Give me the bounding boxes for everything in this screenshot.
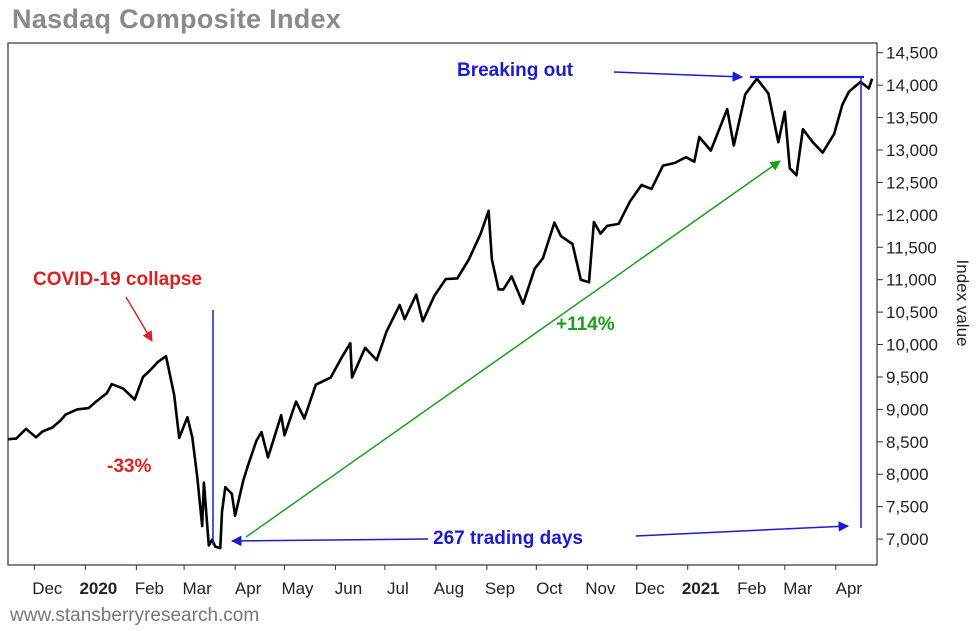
y-tick-label: 7,500 (886, 498, 929, 517)
annotations: COVID-19 collapse -33% +114% Breaking ou… (33, 60, 864, 549)
y-tick-label: 11,000 (886, 271, 937, 290)
y-tick-label: 13,000 (886, 141, 938, 160)
x-tick-label: Apr (836, 579, 863, 598)
y-tick-label: 12,000 (886, 206, 938, 225)
plot-frame (7, 42, 878, 566)
gain-arrow (245, 160, 781, 538)
x-tick-label: 2021 (682, 579, 720, 598)
y-tick-label: 11,500 (886, 238, 937, 257)
y-tick-label: 10,500 (886, 303, 938, 322)
x-tick-label: Mar (783, 579, 813, 598)
y-tick-label: 9,000 (886, 400, 929, 419)
y-tick-label: 9,500 (886, 368, 929, 387)
chart-title: Nasdaq Composite Index (12, 4, 342, 34)
drop-label: -33% (107, 456, 151, 477)
x-tick-label: Oct (536, 579, 563, 598)
gain-label: +114% (556, 314, 615, 335)
breaking-out-label: Breaking out (457, 60, 574, 81)
y-tick-label: 8,000 (886, 465, 929, 484)
x-tick-label: Sep (485, 579, 515, 598)
breaking-out-arrow (613, 71, 744, 82)
covid-collapse-label: COVID-19 collapse (33, 269, 202, 290)
y-tick-label: 14,000 (886, 76, 938, 95)
series-line (7, 77, 874, 550)
y-axis-title: Index value (953, 260, 972, 347)
x-tick-label: May (281, 579, 314, 598)
y-axis: 7,000 7,500 8,000 8,500 9,000 9,500 10,000 10,5… (877, 44, 938, 549)
x-axis: Dec 2020 Feb Mar Apr May Jun Jul Aug Sep Oct Nov Dec… (32, 565, 862, 598)
x-tick-label: Mar (182, 579, 212, 598)
y-tick-label: 14,500 (886, 44, 938, 63)
x-tick-label: 2020 (79, 579, 117, 598)
x-tick-label: Jun (335, 579, 362, 598)
x-tick-label: Jul (387, 579, 409, 598)
x-tick-label: Apr (235, 579, 262, 598)
y-tick-label: 12,500 (886, 173, 938, 192)
covid-arrow (125, 296, 153, 342)
y-tick-label: 10,000 (886, 336, 938, 355)
x-tick-label: Dec (635, 579, 666, 598)
days-arrow-left (230, 535, 429, 547)
y-tick-label: 7,000 (886, 530, 929, 549)
trading-days-label: 267 trading days (433, 528, 583, 549)
x-tick-label: Dec (32, 579, 63, 598)
x-tick-label: Aug (434, 579, 464, 598)
footer-source: www.stansberryresearch.com (10, 605, 260, 626)
x-tick-label: Nov (585, 579, 616, 598)
x-tick-label: Feb (135, 579, 164, 598)
x-tick-label: Feb (737, 579, 766, 598)
days-arrow-right (635, 521, 850, 537)
y-tick-label: 13,500 (886, 109, 938, 128)
y-tick-label: 8,500 (886, 433, 929, 452)
